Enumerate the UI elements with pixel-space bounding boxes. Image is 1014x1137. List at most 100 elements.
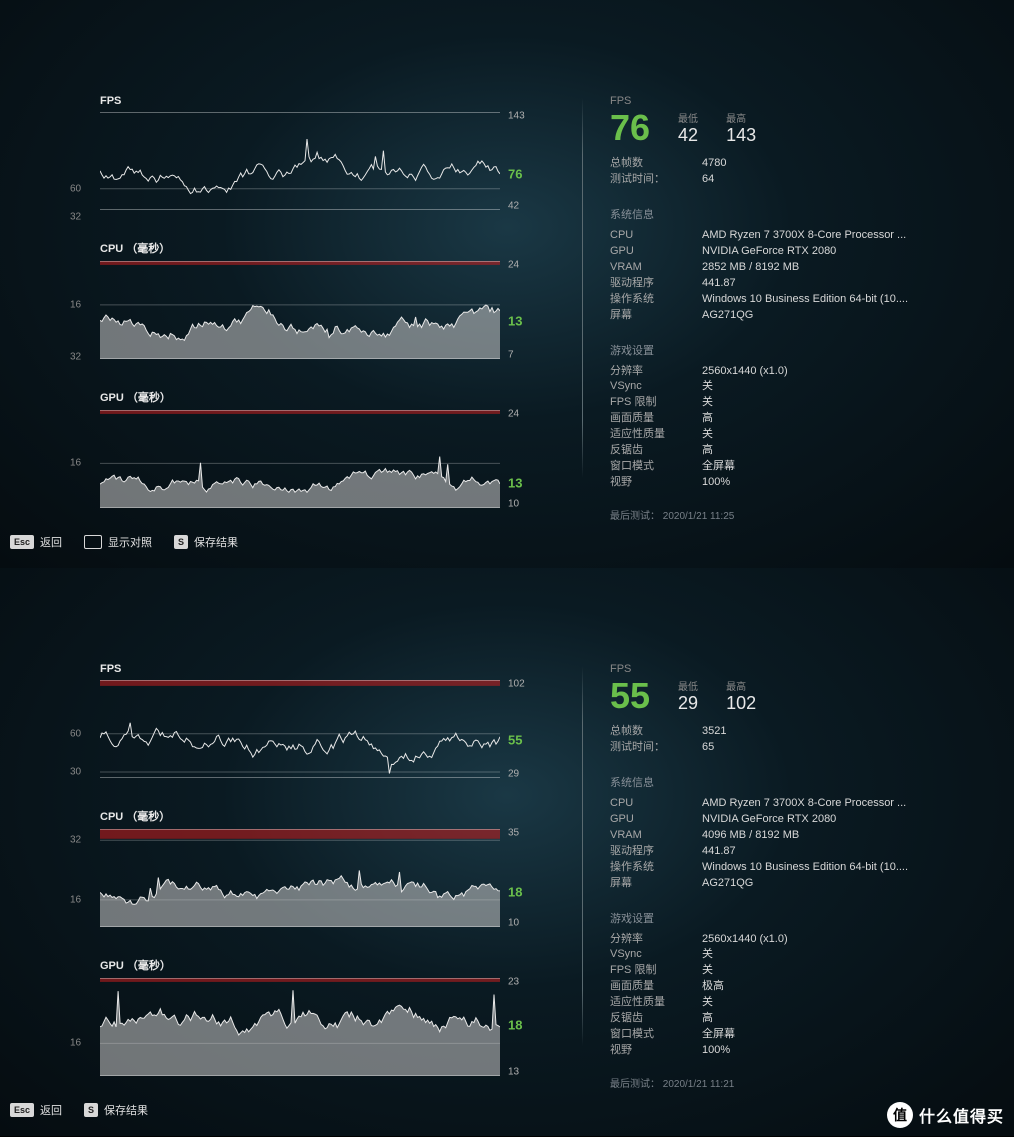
- info-key: VSync: [610, 947, 702, 963]
- info-key: 视野: [610, 1043, 702, 1059]
- last-test: 最后测试： 2020/1/21 11:25: [610, 507, 930, 522]
- chart-value-label: 24: [508, 260, 519, 271]
- footer-hint-label: 显示对照: [108, 534, 152, 550]
- info-value: 全屏幕: [702, 1027, 930, 1043]
- stat-key: 测试时间：: [610, 172, 702, 188]
- chart-title: FPS: [100, 95, 520, 107]
- info-value: 100%: [702, 475, 930, 491]
- info-value: AMD Ryzen 7 3700X 8-Core Processor ...: [702, 228, 930, 244]
- footer-hint-label: 返回: [40, 1102, 62, 1118]
- fps-label: FPS: [610, 95, 930, 107]
- section-title: 系统信息: [610, 206, 930, 222]
- key-badge-icon: Esc: [10, 535, 34, 549]
- info-key: 驱动程序: [610, 844, 702, 860]
- y-axis-tick: 30: [70, 767, 81, 778]
- info-key: GPU: [610, 812, 702, 828]
- stat-value: 65: [702, 740, 930, 756]
- info-key: GPU: [610, 244, 702, 260]
- info-key: 反锯齿: [610, 1011, 702, 1027]
- footer-hint[interactable]: 显示对照: [84, 534, 152, 550]
- footer-hint-label: 保存结果: [194, 534, 238, 550]
- benchmark-panel: FPS30601025529CPU （毫秒）1632351810GPU （毫秒）…: [0, 568, 1014, 1136]
- stat-key: 总帧数: [610, 156, 702, 172]
- info-value: 2560x1440 (x1.0): [702, 932, 930, 948]
- chart-value-label: 55: [508, 733, 522, 748]
- y-axis-tick: 32: [70, 351, 81, 362]
- info-key: 画面质量: [610, 411, 702, 427]
- footer-hints: Esc返回 显示对照 S 保存结果: [10, 534, 238, 550]
- chart-value-label: 18: [508, 1017, 522, 1032]
- chart-value-label: 7: [508, 350, 514, 361]
- key-badge-icon: [84, 535, 102, 549]
- section-title: 系统信息: [610, 774, 930, 790]
- chart-value-label: 76: [508, 166, 522, 181]
- benchmark-panel: FPS 60 143 76 42 CPU （毫秒） 16 32 24 13 7 GPU （毫秒） 16 3…: [0, 0, 1014, 568]
- info-value: 100%: [702, 1043, 930, 1059]
- chart-title: GPU （毫秒）: [100, 389, 520, 405]
- chart-value-label: 18: [508, 885, 522, 900]
- info-value: 4096 MB / 8192 MB: [702, 828, 930, 844]
- chart-value-label: 23: [508, 977, 519, 988]
- watermark: 值什么值得买: [887, 1102, 1004, 1128]
- y-axis-tick: 32: [70, 835, 81, 846]
- info-key: FPS 限制: [610, 963, 702, 979]
- info-value: 441.87: [702, 276, 930, 292]
- info-value: AG271QG: [702, 876, 930, 892]
- info-value: 441.87: [702, 844, 930, 860]
- info-value: 关: [702, 379, 930, 395]
- chart-value-label: 13: [508, 314, 522, 329]
- fps-max-label: 最高: [726, 678, 756, 693]
- info-value: NVIDIA GeForce RTX 2080: [702, 812, 930, 828]
- fps-label: FPS: [610, 663, 930, 675]
- info-value: 关: [702, 427, 930, 443]
- info-key: 窗口模式: [610, 459, 702, 475]
- last-test: 最后测试： 2020/1/21 11:21: [610, 1075, 930, 1090]
- info-value: 高: [702, 411, 930, 427]
- y-axis-tick: 16: [70, 299, 81, 310]
- footer-hint[interactable]: Esc返回: [10, 534, 62, 550]
- y-axis-tick: 60: [70, 183, 81, 194]
- fps-max-label: 最高: [726, 110, 756, 125]
- footer-hint-label: 保存结果: [104, 1102, 148, 1118]
- info-key: 画面质量: [610, 979, 702, 995]
- footer-hints: Esc返回 S 保存结果: [10, 1102, 148, 1118]
- fps-max: 102: [726, 693, 756, 714]
- footer-hint[interactable]: S 保存结果: [174, 534, 238, 550]
- info-key: VRAM: [610, 260, 702, 276]
- info-key: 窗口模式: [610, 1027, 702, 1043]
- footer-hint[interactable]: S 保存结果: [84, 1102, 148, 1118]
- fps-min-label: 最低: [678, 110, 698, 125]
- info-value: AMD Ryzen 7 3700X 8-Core Processor ...: [702, 796, 930, 812]
- y-axis-tick: 32: [70, 212, 81, 223]
- key-badge-icon: S: [174, 535, 188, 549]
- y-axis-tick: 16: [70, 1038, 81, 1049]
- chart-value-label: 10: [508, 918, 519, 929]
- stat-key: 测试时间：: [610, 740, 702, 756]
- y-axis-tick: 16: [70, 458, 81, 469]
- info-value: 极高: [702, 979, 930, 995]
- chart-value-label: 42: [508, 201, 519, 212]
- info-key: 适应性质量: [610, 995, 702, 1011]
- fps-max: 143: [726, 125, 756, 146]
- info-key: VSync: [610, 379, 702, 395]
- info-value: 关: [702, 995, 930, 1011]
- chart-value-label: 35: [508, 828, 519, 839]
- info-value: 2560x1440 (x1.0): [702, 364, 930, 380]
- chart-value-label: 29: [508, 769, 519, 780]
- info-value: Windows 10 Business Edition 64-bit (10..…: [702, 860, 930, 876]
- info-key: 分辨率: [610, 364, 702, 380]
- info-value: 全屏幕: [702, 459, 930, 475]
- chart-value-label: 10: [508, 499, 519, 510]
- footer-hint[interactable]: Esc返回: [10, 1102, 62, 1118]
- y-axis-tick: 60: [70, 728, 81, 739]
- stat-key: 总帧数: [610, 724, 702, 740]
- info-key: CPU: [610, 796, 702, 812]
- chart-title: FPS: [100, 663, 520, 675]
- chart-title: CPU （毫秒）: [100, 240, 520, 256]
- info-key: CPU: [610, 228, 702, 244]
- chart-title: CPU （毫秒）: [100, 808, 520, 824]
- info-key: 视野: [610, 475, 702, 491]
- info-value: 关: [702, 963, 930, 979]
- key-badge-icon: S: [84, 1103, 98, 1117]
- info-key: 反锯齿: [610, 443, 702, 459]
